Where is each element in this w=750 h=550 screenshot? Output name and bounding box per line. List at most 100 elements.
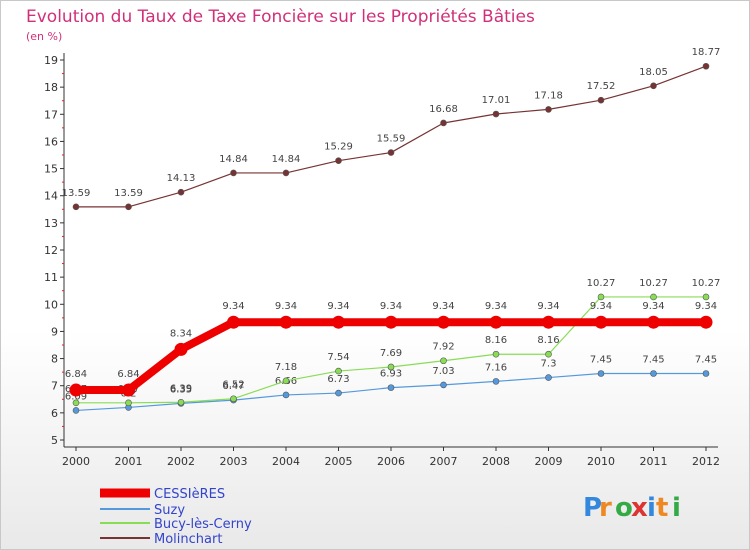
x-tick-label: 2001 <box>115 455 143 468</box>
x-tick-label: 2004 <box>272 455 300 468</box>
axes: 5 6 7 8 9 10 11 12 13 14 15 16 17 18 19 2000 2001 2002 200… <box>44 53 720 468</box>
data-point <box>702 293 710 301</box>
x-tick-label: 2009 <box>535 455 563 468</box>
data-point <box>440 381 447 389</box>
data-point <box>332 315 345 329</box>
chart-subtitle: (en %) <box>26 30 62 43</box>
data-point <box>72 407 80 414</box>
logo-letter: r <box>599 493 612 523</box>
data-point <box>177 398 185 406</box>
series-1: 6.096.26.356.476.666.736.937.037.167.37.… <box>65 355 717 414</box>
x-tick-label: 2012 <box>692 455 720 468</box>
data-label: 8.16 <box>537 335 559 346</box>
data-point <box>492 378 500 385</box>
y-tick-label: 18 <box>44 81 58 94</box>
x-tick-label: 2002 <box>167 455 195 468</box>
series-3: 13.59 13.59 14.13 14.84 14.84 15.29 15.59 16.68… <box>62 47 720 211</box>
data-point <box>387 149 395 156</box>
data-label: 7.45 <box>695 355 717 366</box>
data-point <box>647 315 660 329</box>
y-tick-label: 5 <box>51 434 58 447</box>
data-point <box>335 157 342 164</box>
legend-label: Suzy <box>154 503 185 518</box>
y-tick-label: 16 <box>44 135 58 148</box>
data-label: 7.69 <box>380 348 402 359</box>
data-label: 7.54 <box>327 352 349 363</box>
data-point <box>335 367 342 375</box>
data-point <box>122 383 135 397</box>
data-point <box>125 203 132 211</box>
data-label: 9.34 <box>695 301 717 312</box>
data-point <box>177 188 185 196</box>
data-point <box>545 350 552 358</box>
data-label: 9.34 <box>380 301 402 312</box>
data-label: 8.34 <box>170 328 192 339</box>
y-tick-label: 14 <box>44 190 58 203</box>
series-layer: 6.096.26.356.476.666.736.937.037.167.37.… <box>62 47 721 414</box>
data-point <box>440 357 447 365</box>
logo-letter: o <box>615 493 633 523</box>
data-point <box>545 374 552 381</box>
proxiti-logo: Pr ox i t i <box>583 493 681 523</box>
data-label: 6.39 <box>170 383 192 394</box>
data-label: 13.59 <box>114 188 143 199</box>
data-label: 13.59 <box>62 188 91 199</box>
data-label: 10.27 <box>587 278 616 289</box>
data-point <box>387 384 395 391</box>
data-point <box>227 315 240 329</box>
data-label: 9.34 <box>537 301 559 312</box>
data-label: 6.84 <box>117 369 139 380</box>
x-tick-label: 2000 <box>62 455 90 468</box>
data-point <box>335 389 342 397</box>
logo-letter: P <box>583 493 602 523</box>
y-tick-label: 9 <box>51 325 58 338</box>
y-tick-label: 11 <box>44 271 58 284</box>
data-point <box>597 293 605 301</box>
data-point <box>230 395 237 403</box>
data-point <box>72 203 80 211</box>
x-tick-label: 2006 <box>377 455 405 468</box>
data-label: 6.73 <box>327 374 349 385</box>
data-point <box>492 350 500 358</box>
y-tick-label: 19 <box>44 54 58 67</box>
data-point <box>279 315 293 329</box>
y-tick-label: 8 <box>51 353 58 366</box>
data-point <box>702 370 710 377</box>
data-point <box>440 119 447 127</box>
data-label: 15.59 <box>377 134 406 145</box>
data-point <box>384 315 398 329</box>
data-label: 10.27 <box>692 278 721 289</box>
data-label: 6.47 <box>222 381 244 392</box>
data-label: 9.34 <box>222 301 244 312</box>
data-point <box>650 293 657 301</box>
data-label: 6.35 <box>170 384 192 395</box>
data-label: 7.45 <box>590 355 612 366</box>
data-point <box>492 110 500 118</box>
data-label: 18.05 <box>639 67 668 78</box>
data-point <box>699 315 713 329</box>
data-point <box>282 391 290 399</box>
data-point <box>387 363 395 371</box>
data-label: 9.34 <box>642 301 664 312</box>
data-label: 9.34 <box>275 301 297 312</box>
data-label: 8.16 <box>485 335 507 346</box>
data-label: 9.34 <box>590 301 612 312</box>
data-label: 17.52 <box>587 81 616 92</box>
legend-label: CESSIèRES <box>154 487 225 502</box>
y-tick-label: 17 <box>44 108 58 121</box>
data-label: 14.84 <box>272 154 301 165</box>
data-point <box>542 315 555 329</box>
y-tick-label: 10 <box>44 298 58 311</box>
legend-label: Molinchart <box>154 532 222 547</box>
data-label: 16.68 <box>429 104 458 115</box>
data-point <box>174 342 188 356</box>
data-point <box>72 399 80 407</box>
x-tick-label: 2010 <box>587 455 615 468</box>
y-tick-label: 12 <box>44 244 58 257</box>
data-point <box>702 62 710 70</box>
y-tick-label: 15 <box>44 163 58 176</box>
y-tick-label: 7 <box>51 380 58 393</box>
y-tick-label: 6 <box>51 407 58 420</box>
